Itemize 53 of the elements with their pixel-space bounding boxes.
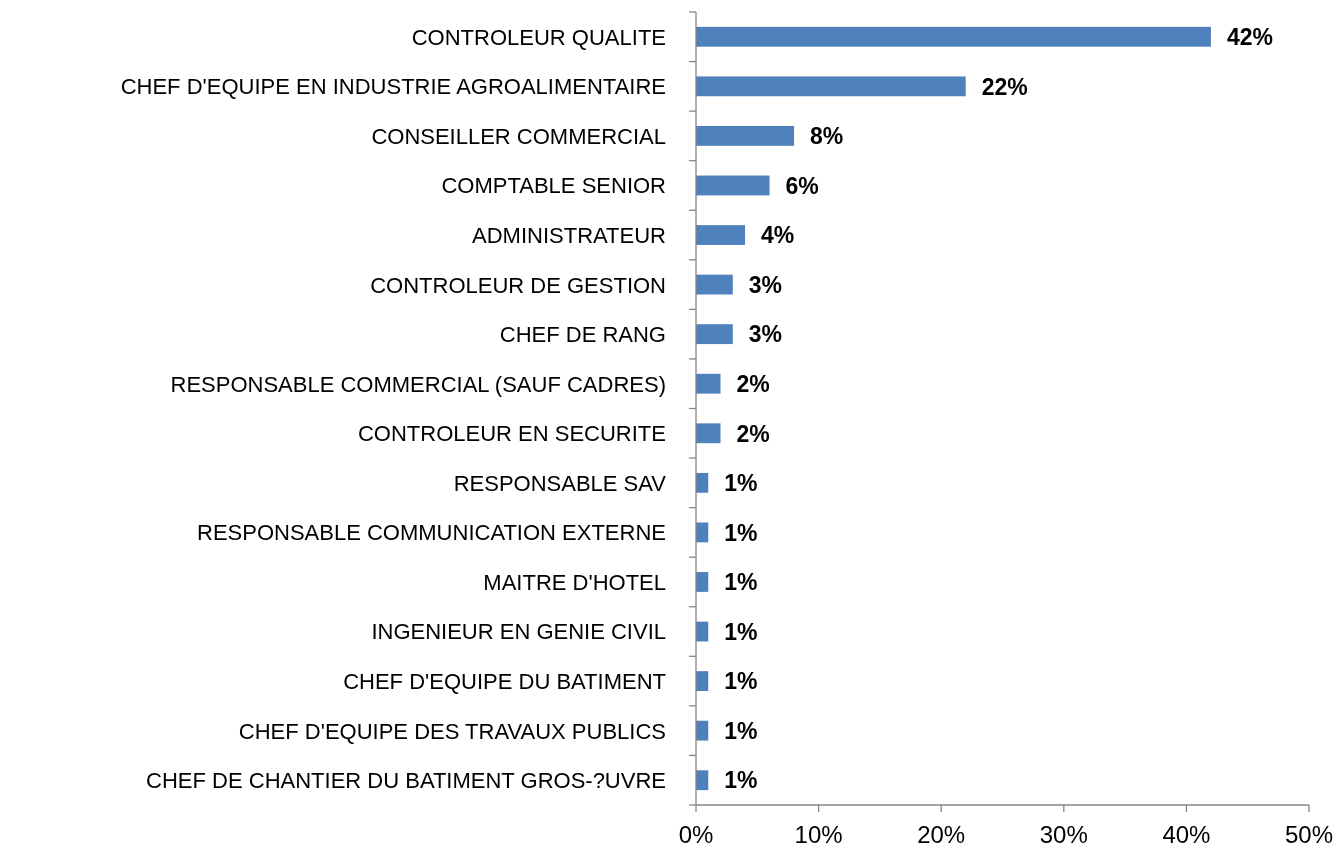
y-tick-label: MAITRE D'HOTEL <box>483 569 666 595</box>
bar <box>696 472 709 493</box>
bar <box>696 225 746 245</box>
bar <box>696 671 709 692</box>
bar <box>696 720 709 741</box>
data-label: 1% <box>724 717 758 744</box>
data-label: 2% <box>736 420 770 447</box>
data-label: 6% <box>785 172 819 199</box>
data-label: 1% <box>724 470 758 497</box>
data-label: 2% <box>736 371 770 397</box>
y-tick-label: CHEF D'EQUIPE EN INDUSTRIE AGROALIMENTAIRE <box>120 74 666 100</box>
data-label: 1% <box>724 519 758 546</box>
y-tick-label: RESPONSABLE SAV <box>453 470 667 496</box>
data-label: 1% <box>724 767 758 794</box>
bar <box>696 423 721 444</box>
x-tick-label: 0% <box>678 821 714 848</box>
y-tick-label: CONSEILLER COMMERCIAL <box>371 123 666 149</box>
bar <box>696 572 709 592</box>
x-tick-label: 40% <box>1162 821 1211 848</box>
x-tick-label: 10% <box>794 821 843 848</box>
bar <box>696 373 721 394</box>
data-label: 1% <box>724 618 758 645</box>
data-label: 42% <box>1226 24 1273 51</box>
y-tick-label: CHEF D'EQUIPE DU BATIMENT <box>343 669 666 695</box>
y-tick-label: CONTROLEUR EN SECURITE <box>357 421 666 447</box>
y-tick-label: CHEF DE CHANTIER DU BATIMENT GROS-?UVRE <box>146 768 666 794</box>
data-label: 3% <box>748 321 783 348</box>
bar <box>696 274 733 295</box>
bar <box>696 324 733 345</box>
data-label: 1% <box>724 668 758 695</box>
data-label: 22% <box>981 73 1028 100</box>
data-label: 4% <box>761 222 795 249</box>
x-tick-label: 20% <box>917 821 966 848</box>
y-tick-label: RESPONSABLE COMMERCIAL (SAUF CADRES) <box>170 371 666 397</box>
y-tick-label: ADMINISTRATEUR <box>472 222 666 248</box>
bar <box>696 76 966 97</box>
bar <box>696 175 770 196</box>
bar <box>696 770 709 791</box>
y-tick-label: CHEF D'EQUIPE DES TRAVAUX PUBLICS <box>238 718 666 744</box>
y-tick-label: RESPONSABLE COMMUNICATION EXTERNE <box>197 520 666 546</box>
y-tick-label: CHEF DE RANG <box>499 322 666 348</box>
data-label: 8% <box>810 123 844 150</box>
x-tick-label: 50% <box>1284 821 1334 848</box>
y-tick-label: COMPTABLE SENIOR <box>441 173 666 199</box>
bar <box>696 522 709 543</box>
y-tick-label: CONTROLEUR QUALITE <box>411 24 666 50</box>
y-tick-label: INGENIEUR EN GENIE CIVIL <box>371 619 666 645</box>
data-label: 3% <box>748 271 783 298</box>
bar <box>696 26 1211 47</box>
data-label: 1% <box>724 569 758 596</box>
bar <box>696 125 795 146</box>
y-tick-label: CONTROLEUR DE GESTION <box>370 272 666 298</box>
x-tick-label: 30% <box>1039 821 1088 848</box>
